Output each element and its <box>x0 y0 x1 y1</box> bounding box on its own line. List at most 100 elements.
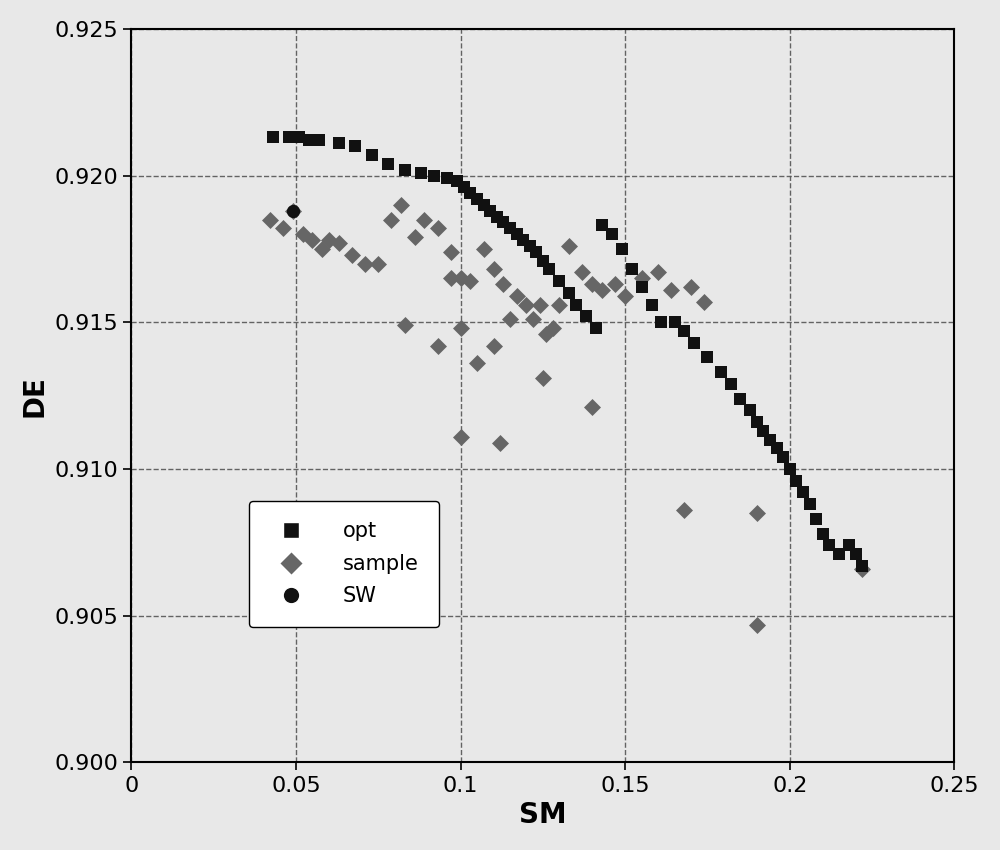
Point <box>407 230 423 244</box>
Point <box>295 228 311 241</box>
Point <box>788 474 804 488</box>
Point <box>439 172 455 185</box>
Point <box>262 212 278 226</box>
Point <box>311 133 327 147</box>
Point <box>723 377 739 391</box>
Point <box>364 148 380 162</box>
Point <box>594 283 610 297</box>
Point <box>416 212 432 226</box>
Point <box>769 442 785 456</box>
Point <box>561 286 577 300</box>
Point <box>482 204 498 218</box>
Point <box>370 257 386 270</box>
Point <box>667 315 683 329</box>
Point <box>815 527 831 541</box>
Point <box>683 280 699 294</box>
Point <box>535 371 551 385</box>
Point <box>380 157 396 171</box>
Point <box>515 233 531 246</box>
Point <box>775 450 791 464</box>
Point <box>742 404 758 417</box>
Point <box>449 174 465 188</box>
Point <box>443 271 459 285</box>
Point <box>301 133 317 147</box>
Point <box>281 131 297 145</box>
Point <box>525 313 541 326</box>
Point <box>456 180 472 194</box>
Point <box>443 245 459 258</box>
Point <box>469 356 485 370</box>
Point <box>397 163 413 177</box>
Point <box>275 222 291 235</box>
Point <box>509 228 525 241</box>
Point <box>551 298 567 311</box>
Legend: opt, sample, SW: opt, sample, SW <box>249 501 439 627</box>
Point <box>574 265 590 279</box>
Point <box>393 198 409 212</box>
Point <box>518 298 534 311</box>
Point <box>578 309 594 323</box>
Point <box>841 539 857 552</box>
Point <box>462 275 478 288</box>
Point <box>426 169 442 183</box>
Point <box>782 462 798 476</box>
Point <box>532 298 548 311</box>
Point <box>331 137 347 150</box>
Point <box>755 424 771 438</box>
Point <box>614 242 630 256</box>
Point <box>762 433 778 446</box>
Point <box>699 351 715 365</box>
Point <box>854 559 870 573</box>
Point <box>265 131 281 145</box>
Point <box>749 416 765 429</box>
Point <box>541 263 557 276</box>
Point <box>713 366 729 379</box>
Point <box>495 216 511 230</box>
Point <box>749 507 765 520</box>
Point <box>644 298 660 311</box>
Point <box>624 263 640 276</box>
Point <box>486 263 502 276</box>
Point <box>397 319 413 332</box>
Point <box>831 547 847 561</box>
Point <box>413 166 429 179</box>
Point <box>535 254 551 268</box>
Point <box>634 271 650 285</box>
Point <box>476 198 492 212</box>
Point <box>495 277 511 291</box>
Point <box>538 327 554 341</box>
Point <box>604 228 620 241</box>
Point <box>383 212 399 226</box>
Point <box>594 218 610 232</box>
Y-axis label: DE: DE <box>21 375 49 416</box>
Point <box>509 289 525 303</box>
Point <box>347 139 363 153</box>
Point <box>607 277 623 291</box>
Point <box>584 277 600 291</box>
Point <box>696 295 712 309</box>
Point <box>634 280 650 294</box>
Point <box>676 503 692 517</box>
Point <box>551 275 567 288</box>
Point <box>453 321 469 335</box>
Point <box>321 233 337 246</box>
Point <box>502 313 518 326</box>
Point <box>854 562 870 575</box>
Point <box>469 192 485 206</box>
Point <box>568 298 584 311</box>
Point <box>453 271 469 285</box>
Point <box>430 339 446 353</box>
Point <box>492 436 508 450</box>
Point <box>304 233 320 246</box>
Point <box>430 222 446 235</box>
Point <box>676 324 692 337</box>
Point <box>848 547 864 561</box>
Point <box>528 245 544 258</box>
Point <box>802 497 818 511</box>
Point <box>795 485 811 499</box>
Point <box>663 283 679 297</box>
Point <box>821 539 837 552</box>
Point <box>686 336 702 349</box>
Point <box>314 242 330 256</box>
Point <box>291 131 307 145</box>
